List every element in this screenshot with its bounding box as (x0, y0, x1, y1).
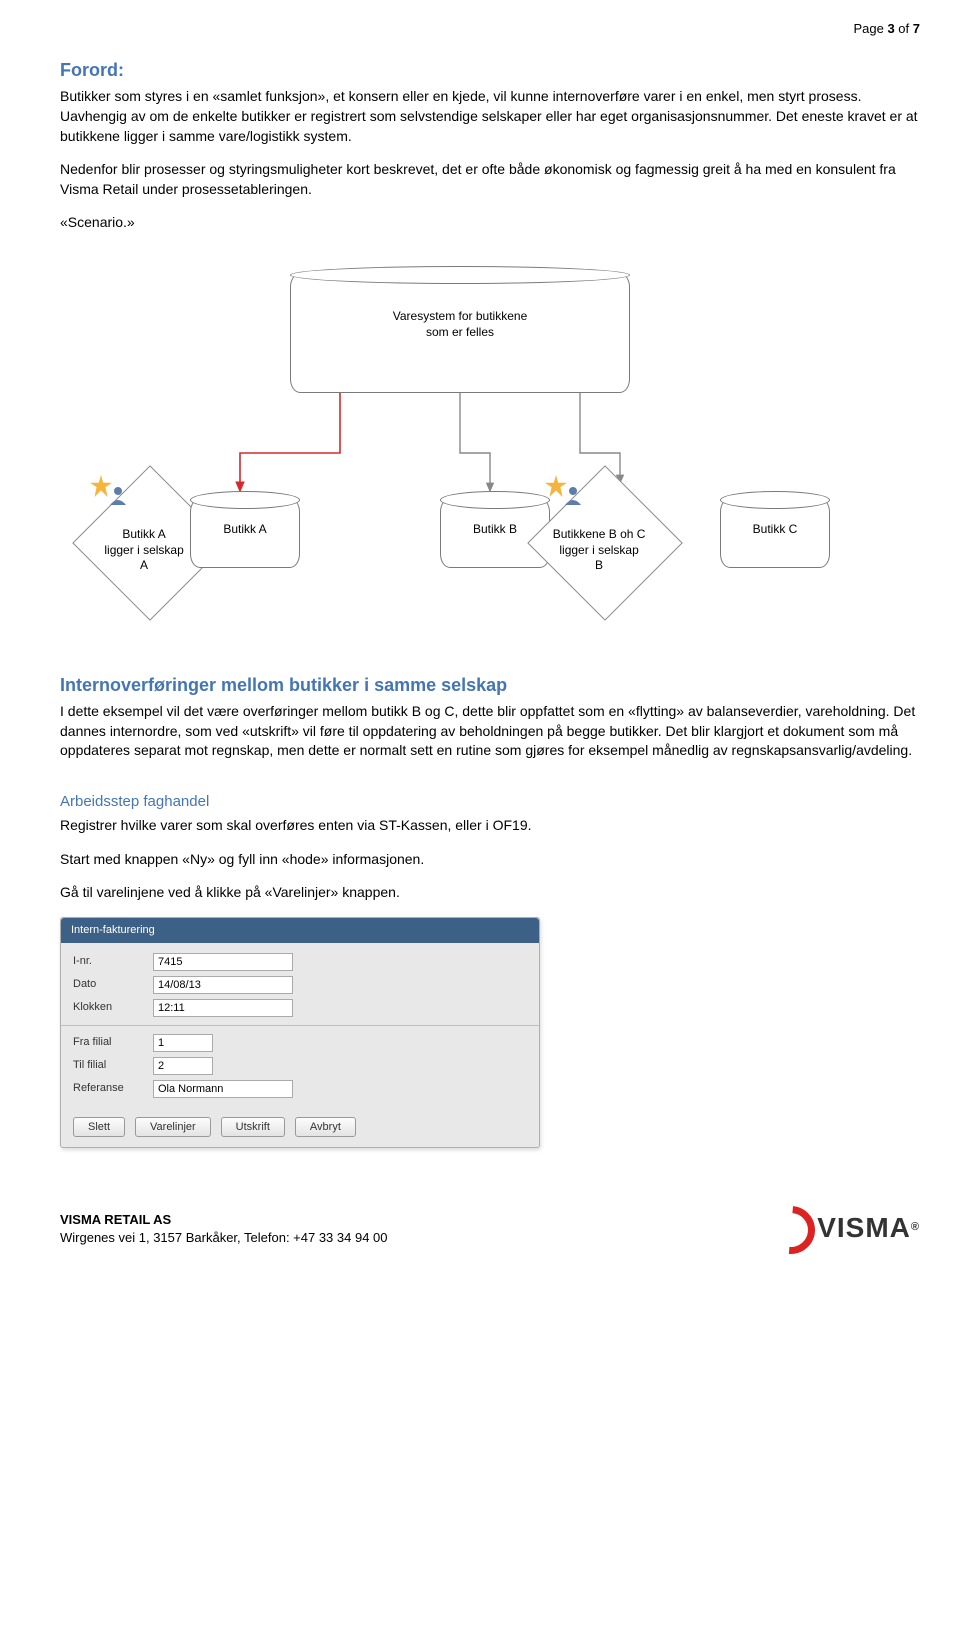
page-total: 7 (913, 21, 920, 36)
page-current: 3 (887, 21, 894, 36)
footer-company: VISMA RETAIL AS (60, 1212, 171, 1227)
label-inr: I-nr. (73, 954, 153, 969)
forord-p2: Nedenfor blir prosesser og styringsmulig… (60, 160, 920, 199)
diamond-a-text: Butikk A ligger i selskap A (104, 527, 183, 572)
section2-heading: Internoverføringer mellom butikker i sam… (60, 673, 920, 698)
footer: VISMA RETAIL AS Wirgenes vei 1, 3157 Bar… (60, 1208, 920, 1247)
input-til-filial[interactable] (153, 1057, 213, 1075)
varesystem-cylinder: Varesystem for butikkene som er felles (290, 273, 630, 393)
avbryt-button[interactable]: Avbryt (295, 1117, 356, 1137)
label-til-filial: Til filial (73, 1058, 153, 1073)
form-row-referanse: Referanse (73, 1080, 527, 1098)
butikk-c-cylinder: Butikk C (720, 498, 830, 568)
form-row-fra-filial: Fra filial (73, 1034, 527, 1052)
input-klokken[interactable] (153, 999, 293, 1017)
form-row-inr: I-nr. (73, 953, 527, 971)
butikk-a-cylinder: Butikk A (190, 498, 300, 568)
forord-p1: Butikker som styres i en «samlet funksjo… (60, 87, 920, 146)
label-dato: Dato (73, 977, 153, 992)
avatar-icon (563, 485, 583, 505)
form-separator (61, 1025, 539, 1026)
varesystem-label: Varesystem for butikkene som er felles (291, 309, 629, 340)
section3-p2: Start med knappen «Ny» og fyll inn «hode… (60, 850, 920, 870)
avatar-icon (108, 485, 128, 505)
form-row-klokken: Klokken (73, 999, 527, 1017)
section3-heading: Arbeidsstep faghandel (60, 791, 920, 812)
logo-text: VISMA (817, 1208, 911, 1247)
input-referanse[interactable] (153, 1080, 293, 1098)
section3-p1: Registrer hvilke varer som skal overføre… (60, 816, 920, 836)
diamond-bc-text: Butikkene B oh C ligger i selskap B (553, 527, 646, 572)
input-dato[interactable] (153, 976, 293, 994)
logo-registered-icon: ® (911, 1220, 920, 1235)
footer-address-line: Wirgenes vei 1, 3157 Barkåker, Telefon: … (60, 1230, 388, 1245)
slett-button[interactable]: Slett (73, 1117, 125, 1137)
varelinjer-button[interactable]: Varelinjer (135, 1117, 211, 1137)
page-middle: of (895, 21, 913, 36)
page-number: Page 3 of 7 (60, 20, 920, 38)
section3-p3: Gå til varelinjene ved å klikke på «Vare… (60, 883, 920, 903)
visma-logo: VISMA® (771, 1208, 920, 1247)
section2-p1: I dette eksempel vil det være overføring… (60, 702, 920, 761)
logo-swoosh-icon (771, 1214, 811, 1242)
diamond-bc-label: Butikkene B oh C ligger i selskap B (529, 527, 669, 574)
scenario-diagram: Varesystem for butikkene som er felles B… (60, 253, 900, 633)
butikk-a-label: Butikk A (191, 521, 299, 538)
butikk-c-label: Butikk C (721, 521, 829, 538)
form-titlebar: Intern-fakturering (61, 918, 539, 943)
form-row-til-filial: Til filial (73, 1057, 527, 1075)
page-prefix: Page (853, 21, 887, 36)
utskrift-button[interactable]: Utskrift (221, 1117, 285, 1137)
label-fra-filial: Fra filial (73, 1035, 153, 1050)
forord-heading: Forord: (60, 58, 920, 83)
input-fra-filial[interactable] (153, 1034, 213, 1052)
intern-fakturering-form: Intern-fakturering I-nr. Dato Klokken Fr… (60, 917, 540, 1148)
footer-address: VISMA RETAIL AS Wirgenes vei 1, 3157 Bar… (60, 1211, 388, 1247)
form-row-dato: Dato (73, 976, 527, 994)
scenario-label: «Scenario.» (60, 213, 920, 233)
label-referanse: Referanse (73, 1081, 153, 1096)
input-inr[interactable] (153, 953, 293, 971)
label-klokken: Klokken (73, 1000, 153, 1015)
varesystem-text: Varesystem for butikkene som er felles (393, 309, 528, 339)
